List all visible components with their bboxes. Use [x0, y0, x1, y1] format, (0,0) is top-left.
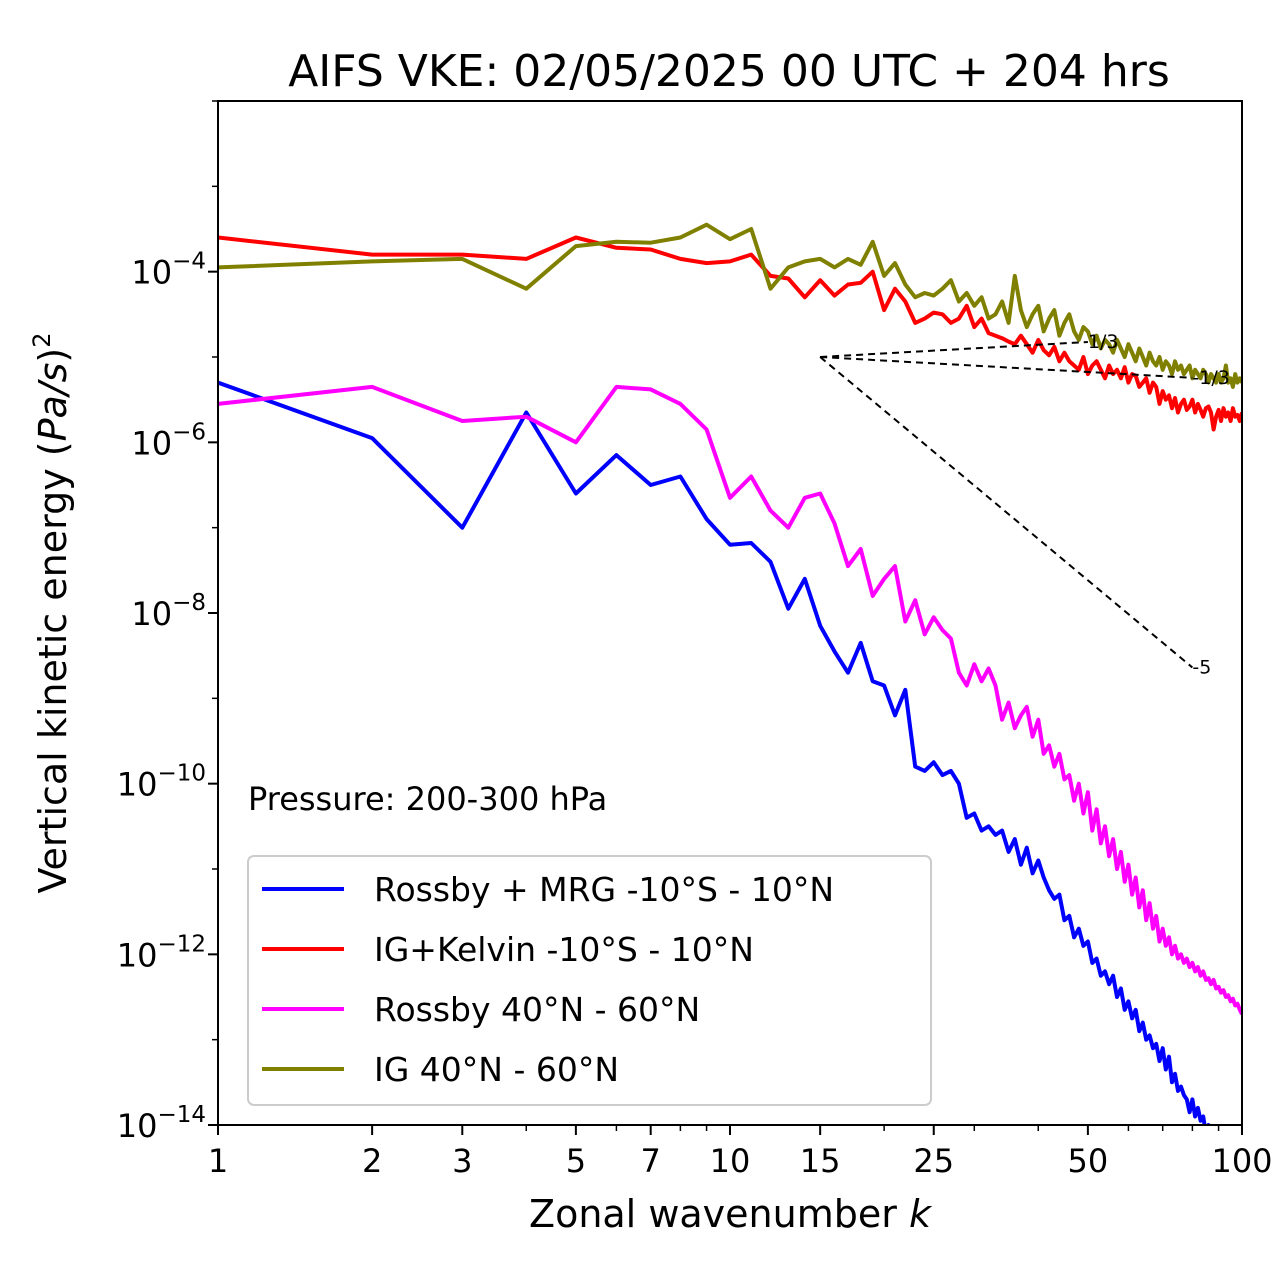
x-tick-label: 1: [208, 1142, 228, 1180]
y-tick-label: 10−10: [117, 761, 206, 804]
series-line-4: [218, 222, 1242, 389]
y-tick-label: 10−4: [131, 249, 206, 292]
y-tick-label: 10−14: [117, 1102, 206, 1145]
x-axis-label: Zonal wavenumber k: [529, 1192, 933, 1236]
x-tick-label: 50: [1068, 1142, 1109, 1180]
legend-label-2: IG+Kelvin -10°S - 10°N: [374, 930, 754, 969]
y-axis-label: Vertical kinetic energy (Pa/s)2: [28, 332, 75, 893]
reference-slope-lines: 1/3 -1/3 -5: [819, 331, 1230, 678]
y-axis-ticks: 10−4 10−6 10−8 10−10 10−12 10−14: [117, 100, 218, 1145]
x-axis-ticks: 1 2 3 5 7 10 15 25 50 100: [208, 1125, 1273, 1180]
y-tick-label: 10−6: [131, 419, 206, 462]
series-line-2: [218, 235, 1242, 432]
slope-label-1: 1/3: [1088, 331, 1119, 353]
slope-label-2: -1/3: [1192, 367, 1229, 389]
y-tick-label: 10−12: [117, 931, 206, 974]
x-tick-label: 15: [800, 1142, 841, 1180]
pressure-annotation: Pressure: 200-300 hPa: [248, 780, 607, 818]
y-tick-label: 10−8: [131, 590, 206, 633]
slope-label-3: -5: [1192, 656, 1211, 678]
x-tick-label: 7: [641, 1142, 661, 1180]
legend-label-1: Rossby + MRG -10°S - 10°N: [374, 870, 834, 909]
slope-line-1: [820, 340, 1088, 358]
series-layer: [218, 222, 1242, 1125]
legend-label-4: IG 40°N - 60°N: [374, 1050, 619, 1089]
series-line-3: [218, 384, 1242, 1016]
x-tick-label: 3: [452, 1142, 472, 1180]
slope-line-2: [820, 356, 1193, 379]
legend-label-3: Rossby 40°N - 60°N: [374, 990, 700, 1029]
legend-box: [247, 855, 932, 1106]
legend: Rossby + MRG -10°S - 10°N IG+Kelvin -10°S…: [247, 855, 932, 1106]
series-line-1: [218, 380, 1211, 1125]
x-tick-label: 25: [913, 1142, 954, 1180]
x-tick-label: 10: [710, 1142, 751, 1180]
x-tick-label: 100: [1211, 1142, 1272, 1180]
x-tick-label: 2: [362, 1142, 382, 1180]
x-tick-label: 5: [566, 1142, 586, 1180]
slope-line-3: [819, 356, 1194, 669]
chart-title: AIFS VKE: 02/05/2025 00 UTC + 204 hrs: [288, 46, 1170, 97]
